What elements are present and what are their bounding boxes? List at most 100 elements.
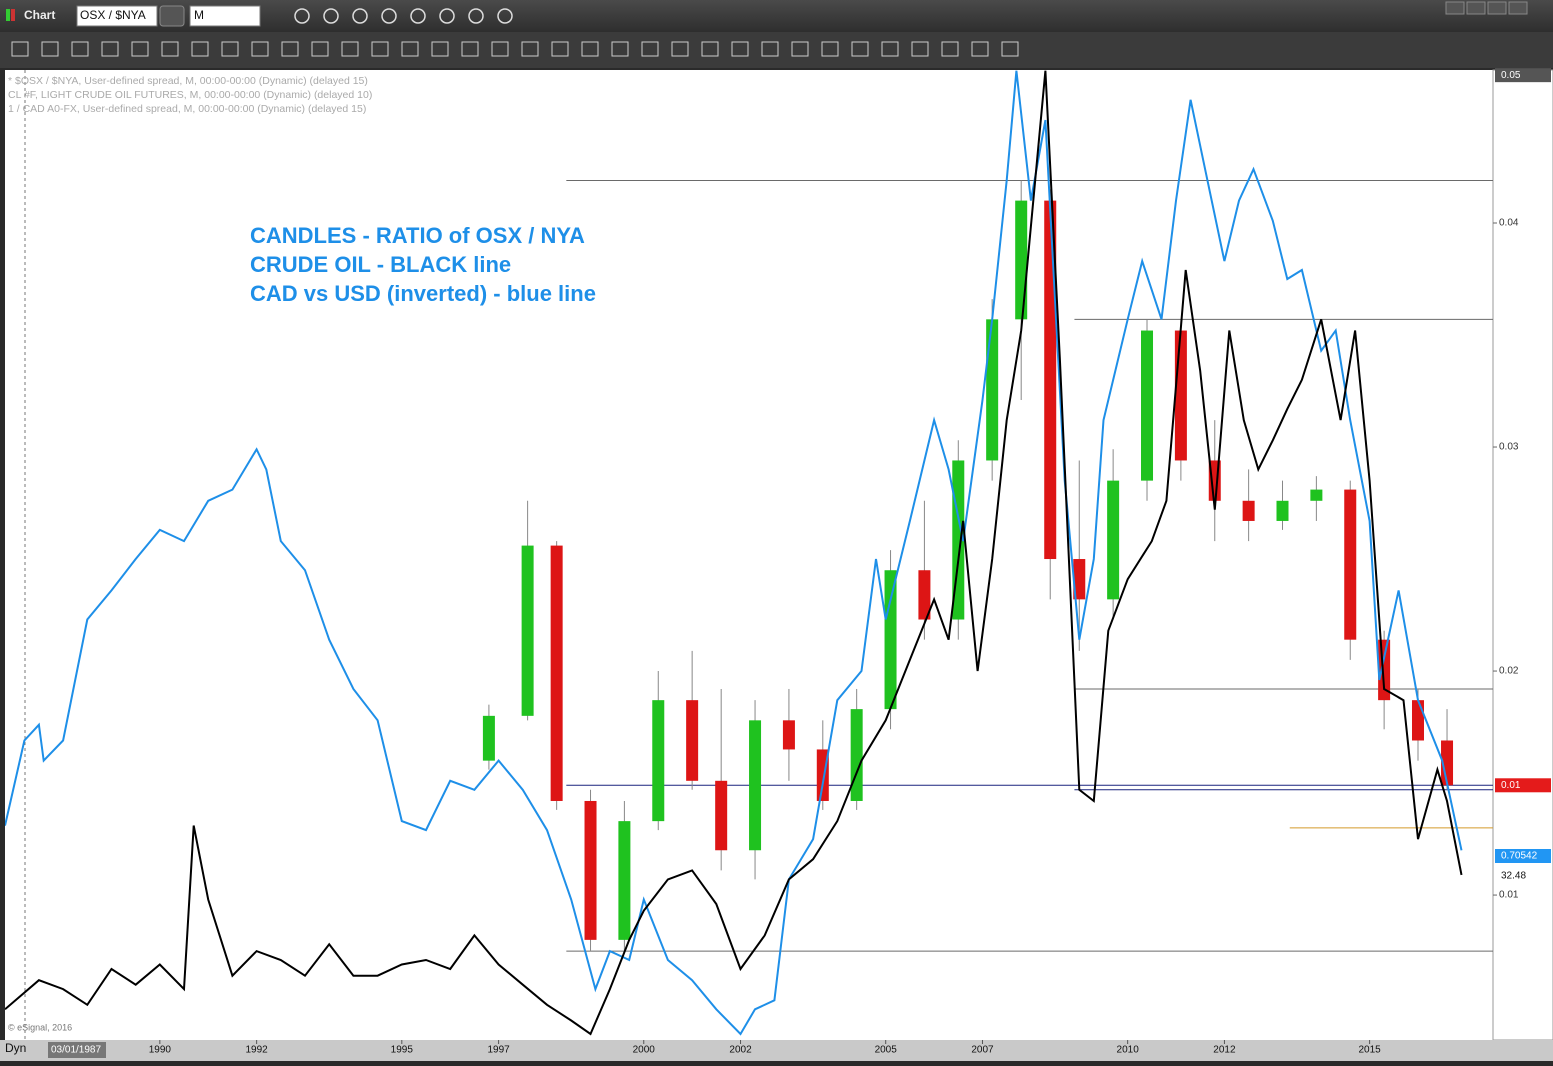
draw-tool-button[interactable] <box>671 41 689 57</box>
time-axis <box>0 1040 1553 1061</box>
draw-tool-button[interactable] <box>101 41 119 57</box>
draw-tool-button[interactable] <box>71 41 89 57</box>
x-tick-label: 2000 <box>633 1045 656 1056</box>
price-label: 0.70542 <box>1501 851 1538 862</box>
draw-tool-button[interactable] <box>491 41 509 57</box>
draw-tool-button[interactable] <box>851 41 869 57</box>
legend-entry: CL #F, LIGHT CRUDE OIL FUTURES, M, 00:00… <box>8 89 372 101</box>
x-tick-label: 1990 <box>149 1045 172 1056</box>
x-tick-label: 2007 <box>971 1045 994 1056</box>
toolbar-button[interactable] <box>352 8 368 24</box>
symbol-input[interactable] <box>76 5 158 27</box>
legend-entry: * $OSX / $NYA, User-defined spread, M, 0… <box>8 75 368 87</box>
draw-tool-button[interactable] <box>41 41 59 57</box>
draw-tool-button[interactable] <box>881 41 899 57</box>
draw-tool-button[interactable] <box>161 41 179 57</box>
toolbar-button[interactable] <box>323 8 339 24</box>
y-tick-label: 0.03 <box>1499 442 1519 453</box>
draw-tool-button[interactable] <box>1001 41 1019 57</box>
draw-tool-button[interactable] <box>611 41 629 57</box>
window-button[interactable] <box>1487 1 1507 15</box>
draw-tool-button[interactable] <box>731 41 749 57</box>
price-box-label: 0.01 <box>1501 780 1521 791</box>
draw-tool-button[interactable] <box>371 41 389 57</box>
candle-body <box>1015 200 1028 320</box>
series-line <box>5 70 1463 1036</box>
draw-tool-button[interactable] <box>941 41 959 57</box>
draw-tool-button[interactable] <box>521 41 539 57</box>
draw-tool-button[interactable] <box>341 41 359 57</box>
symbol-button[interactable] <box>159 5 185 27</box>
mode-label: Dyn <box>5 1041 26 1055</box>
candle-body <box>1107 480 1120 600</box>
candle-body <box>884 570 897 710</box>
plot <box>5 70 1493 1036</box>
draw-tool-button[interactable] <box>911 41 929 57</box>
symbol-text: OSX / $NYA <box>80 8 146 22</box>
draw-tool-button[interactable] <box>401 41 419 57</box>
start-date-box <box>48 1042 106 1058</box>
window-button[interactable] <box>1445 1 1465 15</box>
candle-body <box>550 545 563 801</box>
draw-tool-button[interactable] <box>251 41 269 57</box>
window-title: Chart <box>24 8 55 22</box>
candle-body <box>1310 489 1323 501</box>
interval-input[interactable] <box>189 5 261 27</box>
draw-tool-button[interactable] <box>431 41 449 57</box>
candle-body <box>1073 559 1086 600</box>
candle-body <box>1242 500 1255 521</box>
annotation: CANDLES - RATIO of OSX / NYA <box>250 223 585 248</box>
draw-tool-button[interactable] <box>551 41 569 57</box>
window-button[interactable] <box>1508 1 1528 15</box>
window-button[interactable] <box>1466 1 1486 15</box>
draw-tool-button[interactable] <box>131 41 149 57</box>
toolbar-button[interactable] <box>497 8 513 24</box>
candle-body <box>782 720 795 750</box>
draw-tool-button[interactable] <box>761 41 779 57</box>
y-tick-label: 0.04 <box>1499 218 1519 229</box>
candle-body <box>1411 700 1424 741</box>
draw-tool-button[interactable] <box>971 41 989 57</box>
draw-tool-button[interactable] <box>11 41 29 57</box>
start-date: 03/01/1987 <box>51 1045 101 1056</box>
drawing-toolbar <box>0 32 1553 68</box>
candle-body <box>1044 200 1057 560</box>
toolbar-button[interactable] <box>468 8 484 24</box>
annotation: CAD vs USD (inverted) - blue line <box>250 281 596 306</box>
x-tick-label: 2012 <box>1213 1045 1236 1056</box>
plot-area <box>5 70 1493 1040</box>
draw-tool-button[interactable] <box>641 41 659 57</box>
x-tick-label: 1997 <box>487 1045 510 1056</box>
draw-tool-button[interactable] <box>461 41 479 57</box>
price-axis <box>1492 69 1553 1041</box>
annotation: CRUDE OIL - BLACK line <box>250 252 511 277</box>
draw-tool-button[interactable] <box>581 41 599 57</box>
candle-body <box>850 709 863 801</box>
series-line <box>5 70 1463 1036</box>
legend-entry: 1 / CAD A0-FX, User-defined spread, M, 0… <box>8 103 366 115</box>
candle-body <box>986 319 999 461</box>
candle-body <box>715 780 728 851</box>
x-tick-label: 2015 <box>1358 1045 1381 1056</box>
draw-tool-button[interactable] <box>821 41 839 57</box>
app-icon <box>6 9 10 21</box>
x-tick-label: 1992 <box>246 1045 269 1056</box>
draw-tool-button[interactable] <box>191 41 209 57</box>
x-tick-label: 2005 <box>875 1045 898 1056</box>
x-tick-label: 2002 <box>729 1045 752 1056</box>
draw-tool-button[interactable] <box>281 41 299 57</box>
toolbar-button[interactable] <box>294 8 310 24</box>
draw-tool-button[interactable] <box>311 41 329 57</box>
y-tick-label: 0.01 <box>1499 890 1519 901</box>
candle-body <box>521 545 534 716</box>
candle-body <box>1441 740 1454 786</box>
draw-tool-button[interactable] <box>791 41 809 57</box>
candle-body <box>1141 330 1154 481</box>
toolbar-button[interactable] <box>439 8 455 24</box>
toolbar-button[interactable] <box>381 8 397 24</box>
toolbar-button[interactable] <box>410 8 426 24</box>
draw-tool-button[interactable] <box>221 41 239 57</box>
draw-tool-button[interactable] <box>701 41 719 57</box>
candle-body <box>482 715 495 761</box>
